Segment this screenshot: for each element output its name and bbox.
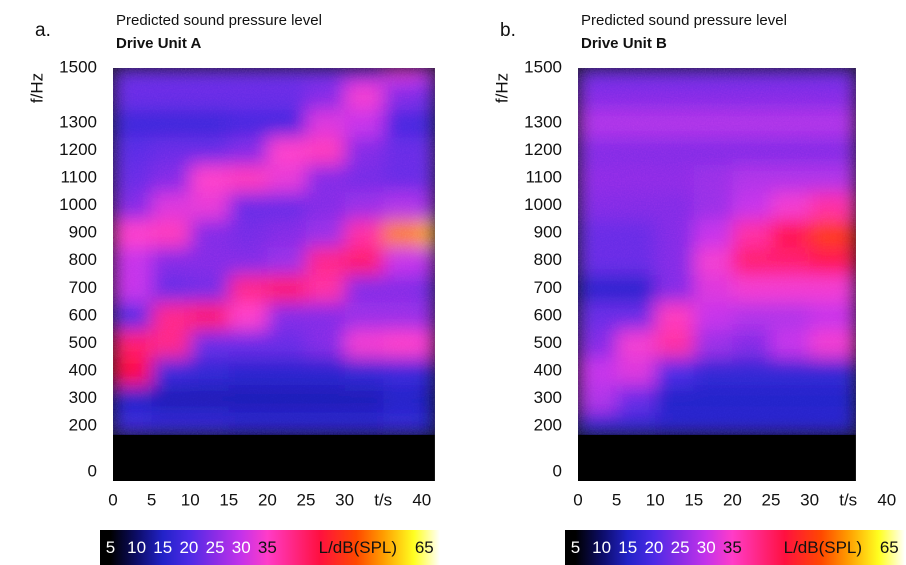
x-tick-label: 5 <box>147 490 156 509</box>
colorbar-tick-label: 20 <box>179 538 198 557</box>
y-tick-label: 1500 <box>59 57 97 76</box>
colorbar-tick-label: 15 <box>618 538 637 557</box>
y-tick-label: 800 <box>534 250 562 269</box>
y-tick-label: 600 <box>69 305 97 324</box>
x-tick-label: 30 <box>800 490 819 509</box>
x-tick-label: 25 <box>297 490 316 509</box>
subtitle: Drive Unit A <box>116 35 201 52</box>
panel-label: a. <box>35 20 51 41</box>
y-tick-label: 700 <box>534 278 562 297</box>
colorbar-tick-label: 25 <box>671 538 690 557</box>
x-tick-label: 25 <box>762 490 781 509</box>
y-tick-label: 1500 <box>524 57 562 76</box>
x-tick-label: 15 <box>684 490 703 509</box>
x-tick-label: 10 <box>646 490 665 509</box>
x-tick-label: 0 <box>108 490 117 509</box>
colorbar-tick-label: 65 <box>415 538 434 557</box>
heatmap <box>113 68 435 435</box>
y-axis-label: f/Hz <box>492 73 511 103</box>
y-tick-label: 500 <box>69 333 97 352</box>
colorbar-tick-label: 15 <box>153 538 172 557</box>
colorbar-tick-label: 25 <box>206 538 225 557</box>
colorbar-tick-label: 30 <box>697 538 716 557</box>
x-tick-label: 15 <box>219 490 238 509</box>
x-tick-label: 0 <box>573 490 582 509</box>
colorbar-tick-label: 5 <box>106 538 115 557</box>
panel: a. Predicted sound pressure level Drive Un… <box>27 12 440 565</box>
panel-label: b. <box>500 20 516 41</box>
y-tick-label: 1200 <box>524 140 562 159</box>
y-tick-label: 1300 <box>524 113 562 132</box>
x-tick-label: 20 <box>723 490 742 509</box>
y-tick-label: 300 <box>534 388 562 407</box>
colorbar-tick-label: 10 <box>127 538 146 557</box>
y-tick-label: 1200 <box>59 140 97 159</box>
panel: b. Predicted sound pressure level Drive Un… <box>492 12 905 565</box>
x-axis-label: t/s <box>374 490 392 509</box>
colorbar-tick-label: 20 <box>644 538 663 557</box>
colorbar-tick-label: 30 <box>232 538 251 557</box>
colorbar-tick-label: 65 <box>880 538 899 557</box>
y-tick-label: 900 <box>69 223 97 242</box>
x-axis-label: t/s <box>839 490 857 509</box>
y-tick-label: 200 <box>534 415 562 434</box>
x-tick-label: 40 <box>412 490 431 509</box>
y-tick-label: 400 <box>69 360 97 379</box>
colorbar <box>565 530 905 565</box>
title: Predicted sound pressure level <box>116 12 322 29</box>
title: Predicted sound pressure level <box>581 12 787 29</box>
colorbar-label: L/dB(SPL) <box>319 538 397 557</box>
y-tick-label: 1100 <box>60 168 97 187</box>
y-tick-label: 1100 <box>525 168 562 187</box>
colorbar-label: L/dB(SPL) <box>784 538 862 557</box>
colorbar <box>100 530 440 565</box>
colorbar-tick-label: 10 <box>592 538 611 557</box>
y-tick-label: 1000 <box>524 195 562 214</box>
colorbar-tick-label: 5 <box>571 538 580 557</box>
x-tick-label: 40 <box>877 490 896 509</box>
texture <box>578 68 856 435</box>
y-axis-label: f/Hz <box>27 73 46 103</box>
y-tick-label: 300 <box>69 388 97 407</box>
colorbar-tick-label: 35 <box>723 538 742 557</box>
x-tick-label: 10 <box>181 490 200 509</box>
x-tick-label: 5 <box>612 490 621 509</box>
y-tick-label: 800 <box>69 250 97 269</box>
y-tick-label: 700 <box>69 278 97 297</box>
x-tick-label: 30 <box>335 490 354 509</box>
heatmap <box>578 68 856 435</box>
y-tick-label: 0 <box>88 461 97 480</box>
y-tick-label: 400 <box>534 360 562 379</box>
subtitle: Drive Unit B <box>581 35 667 52</box>
texture <box>113 68 435 435</box>
y-tick-label: 200 <box>69 415 97 434</box>
x-tick-label: 20 <box>258 490 277 509</box>
y-tick-label: 500 <box>534 333 562 352</box>
y-tick-label: 0 <box>553 461 562 480</box>
colorbar-tick-label: 35 <box>258 538 277 557</box>
y-tick-label: 1300 <box>59 113 97 132</box>
y-tick-label: 1000 <box>59 195 97 214</box>
y-tick-label: 900 <box>534 223 562 242</box>
y-tick-label: 600 <box>534 305 562 324</box>
